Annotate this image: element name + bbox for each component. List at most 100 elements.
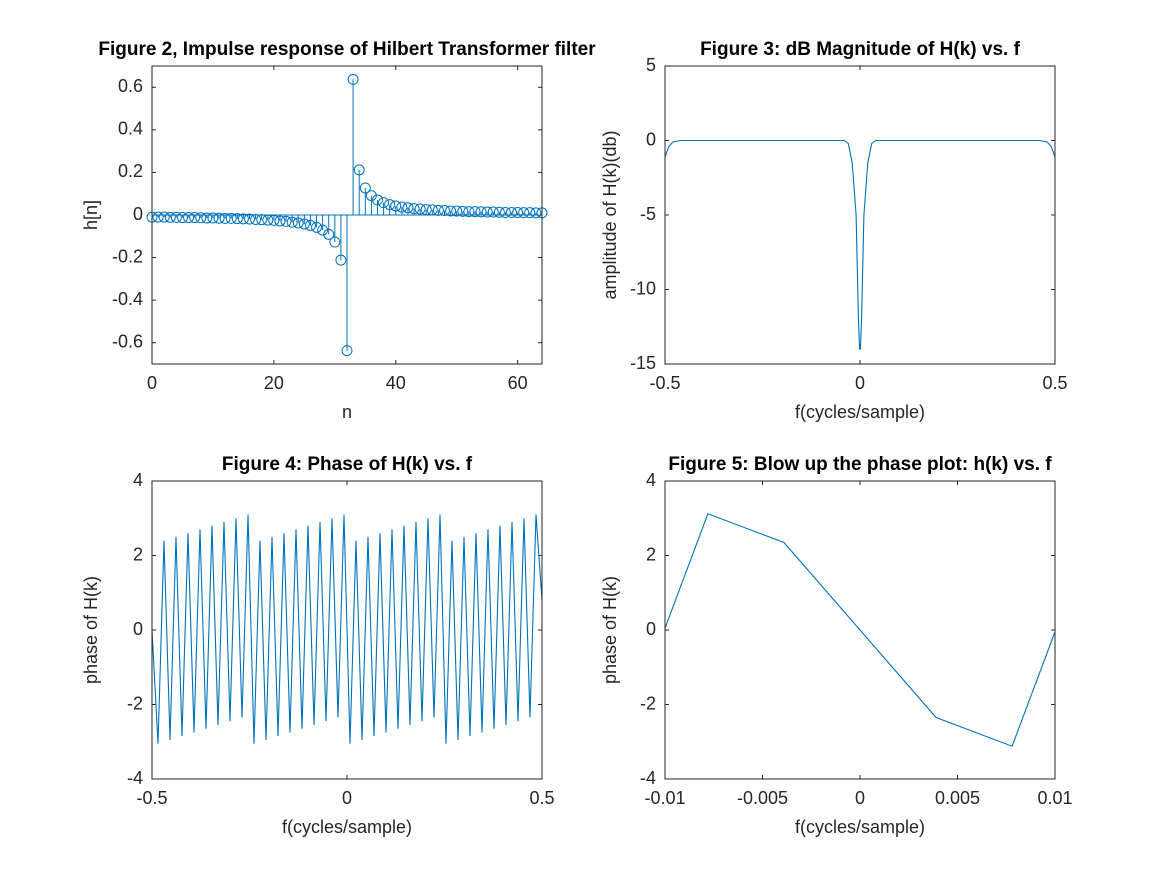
stem-marker [311, 221, 323, 233]
subplot-title: Figure 3: dB Magnitude of H(k) vs. f [700, 39, 1021, 60]
stem-marker [262, 214, 274, 226]
subplot: 0 20 40 60 -0.6 -0.4 -0.2 0 0.2 0.4 0.6 Figure 2, I… [81, 39, 596, 422]
stem-marker [237, 213, 249, 225]
stem-marker [256, 214, 268, 226]
stem-marker [499, 206, 511, 218]
x-tick-label: 40 [386, 373, 406, 393]
stem-marker [530, 207, 542, 219]
stem-marker [481, 206, 493, 218]
x-tick-label: 0.5 [529, 788, 554, 808]
stem-marker [152, 211, 164, 223]
stem-marker [213, 212, 225, 224]
y-tick-label: -0.2 [112, 246, 143, 266]
y-axis-label: phase of H(k) [81, 576, 101, 684]
stem-marker [244, 213, 255, 225]
data-line [664, 139, 1056, 350]
stem-marker [359, 182, 371, 194]
stem-marker [463, 206, 475, 218]
axes-box [664, 65, 1056, 365]
y-tick-label: -0.6 [112, 331, 143, 351]
y-tick-label: -15 [630, 353, 656, 373]
stem-marker [439, 205, 450, 217]
stem-marker [335, 254, 347, 266]
subplot-title: Figure 2, Impulse response of Hilbert Tr… [98, 39, 596, 60]
y-tick-label: -4 [127, 768, 143, 788]
subplot: -0.5 0 0.5 -15 -10 -5 0 5 Figure 3: dB Magnitude… [600, 39, 1068, 422]
stem-marker [286, 216, 298, 228]
subplot-title: Figure 5: Blow up the phase plot: h(k) v… [668, 454, 1052, 475]
subplot: -0.5 0 0.5 -4 -2 0 2 4 Figure 4: Phase of H(k) v… [81, 454, 555, 837]
stem-marker [432, 204, 444, 216]
x-tick-label: 0.01 [1037, 788, 1072, 808]
x-axis-label: f(cycles/sample) [795, 817, 925, 837]
stem-marker [274, 215, 286, 227]
stem-marker [353, 164, 365, 176]
x-axis-label: n [342, 402, 352, 422]
stem-marker [414, 203, 426, 215]
stem-marker [280, 215, 292, 227]
stem-marker [365, 190, 377, 202]
stem-marker [347, 73, 359, 85]
y-tick-label: 0.6 [118, 76, 143, 96]
stem-marker [164, 211, 176, 223]
x-tick-label: 0 [147, 373, 157, 393]
stem-marker [420, 204, 432, 216]
stem-marker [225, 212, 237, 224]
x-tick-label: 0.005 [935, 788, 980, 808]
stem-marker [390, 200, 402, 212]
stem-marker [408, 203, 420, 215]
stem-marker [518, 207, 530, 219]
y-tick-label: 0.4 [118, 119, 143, 139]
stem-marker [512, 206, 524, 218]
stem-marker [268, 214, 280, 226]
stem-marker [329, 236, 341, 248]
stem-marker [469, 206, 481, 218]
stem-marker [524, 207, 536, 219]
y-tick-label: -0.4 [112, 289, 143, 309]
y-tick-label: 2 [133, 544, 143, 564]
stem-marker [231, 213, 243, 225]
stem-marker [176, 212, 188, 224]
x-axis-label: f(cycles/sample) [282, 817, 412, 837]
stem-marker [506, 206, 518, 218]
stem-marker [195, 212, 207, 224]
y-tick-label: 0 [133, 619, 143, 639]
x-tick-label: 0.5 [1042, 373, 1067, 393]
y-tick-label: 0 [646, 619, 656, 639]
y-tick-label: 0.2 [118, 161, 143, 181]
y-axis-label: amplitude of H(k)(db) [600, 130, 620, 299]
stem-marker [493, 206, 505, 218]
data-line [151, 514, 543, 744]
stem-marker [402, 202, 414, 214]
x-tick-label: -0.5 [136, 788, 167, 808]
y-tick-label: 0 [646, 129, 656, 149]
stem-marker [475, 206, 487, 218]
data-line [664, 513, 1056, 747]
stem-marker [323, 228, 335, 240]
stem-marker [371, 194, 383, 206]
y-tick-label: -5 [640, 204, 656, 224]
x-axis-label: f(cycles/sample) [795, 402, 925, 422]
y-tick-label: -4 [640, 768, 656, 788]
plot-area [665, 66, 1055, 364]
y-tick-label: 2 [646, 544, 656, 564]
stem-marker [207, 212, 219, 224]
stem-marker [183, 212, 195, 224]
x-tick-label: 20 [264, 373, 284, 393]
y-tick-label: 0 [133, 204, 143, 224]
y-tick-label: -2 [640, 693, 656, 713]
stem-marker [341, 345, 353, 357]
y-tick-label: 4 [646, 470, 656, 490]
subplot: -0.01 -0.005 0 0.005 0.01 -4 -2 0 2 4 Figure 5: Bl… [600, 454, 1073, 837]
subplot-title: Figure 4: Phase of H(k) vs. f [222, 454, 473, 475]
axes-box [151, 480, 543, 780]
x-tick-label: 0 [855, 788, 865, 808]
y-tick-label: -10 [630, 278, 656, 298]
x-tick-label: -0.01 [644, 788, 685, 808]
stem-marker [189, 212, 201, 224]
stem-marker [457, 205, 469, 217]
y-tick-label: -2 [127, 693, 143, 713]
x-tick-label: -0.005 [737, 788, 788, 808]
y-axis-label: h[n] [81, 200, 101, 230]
